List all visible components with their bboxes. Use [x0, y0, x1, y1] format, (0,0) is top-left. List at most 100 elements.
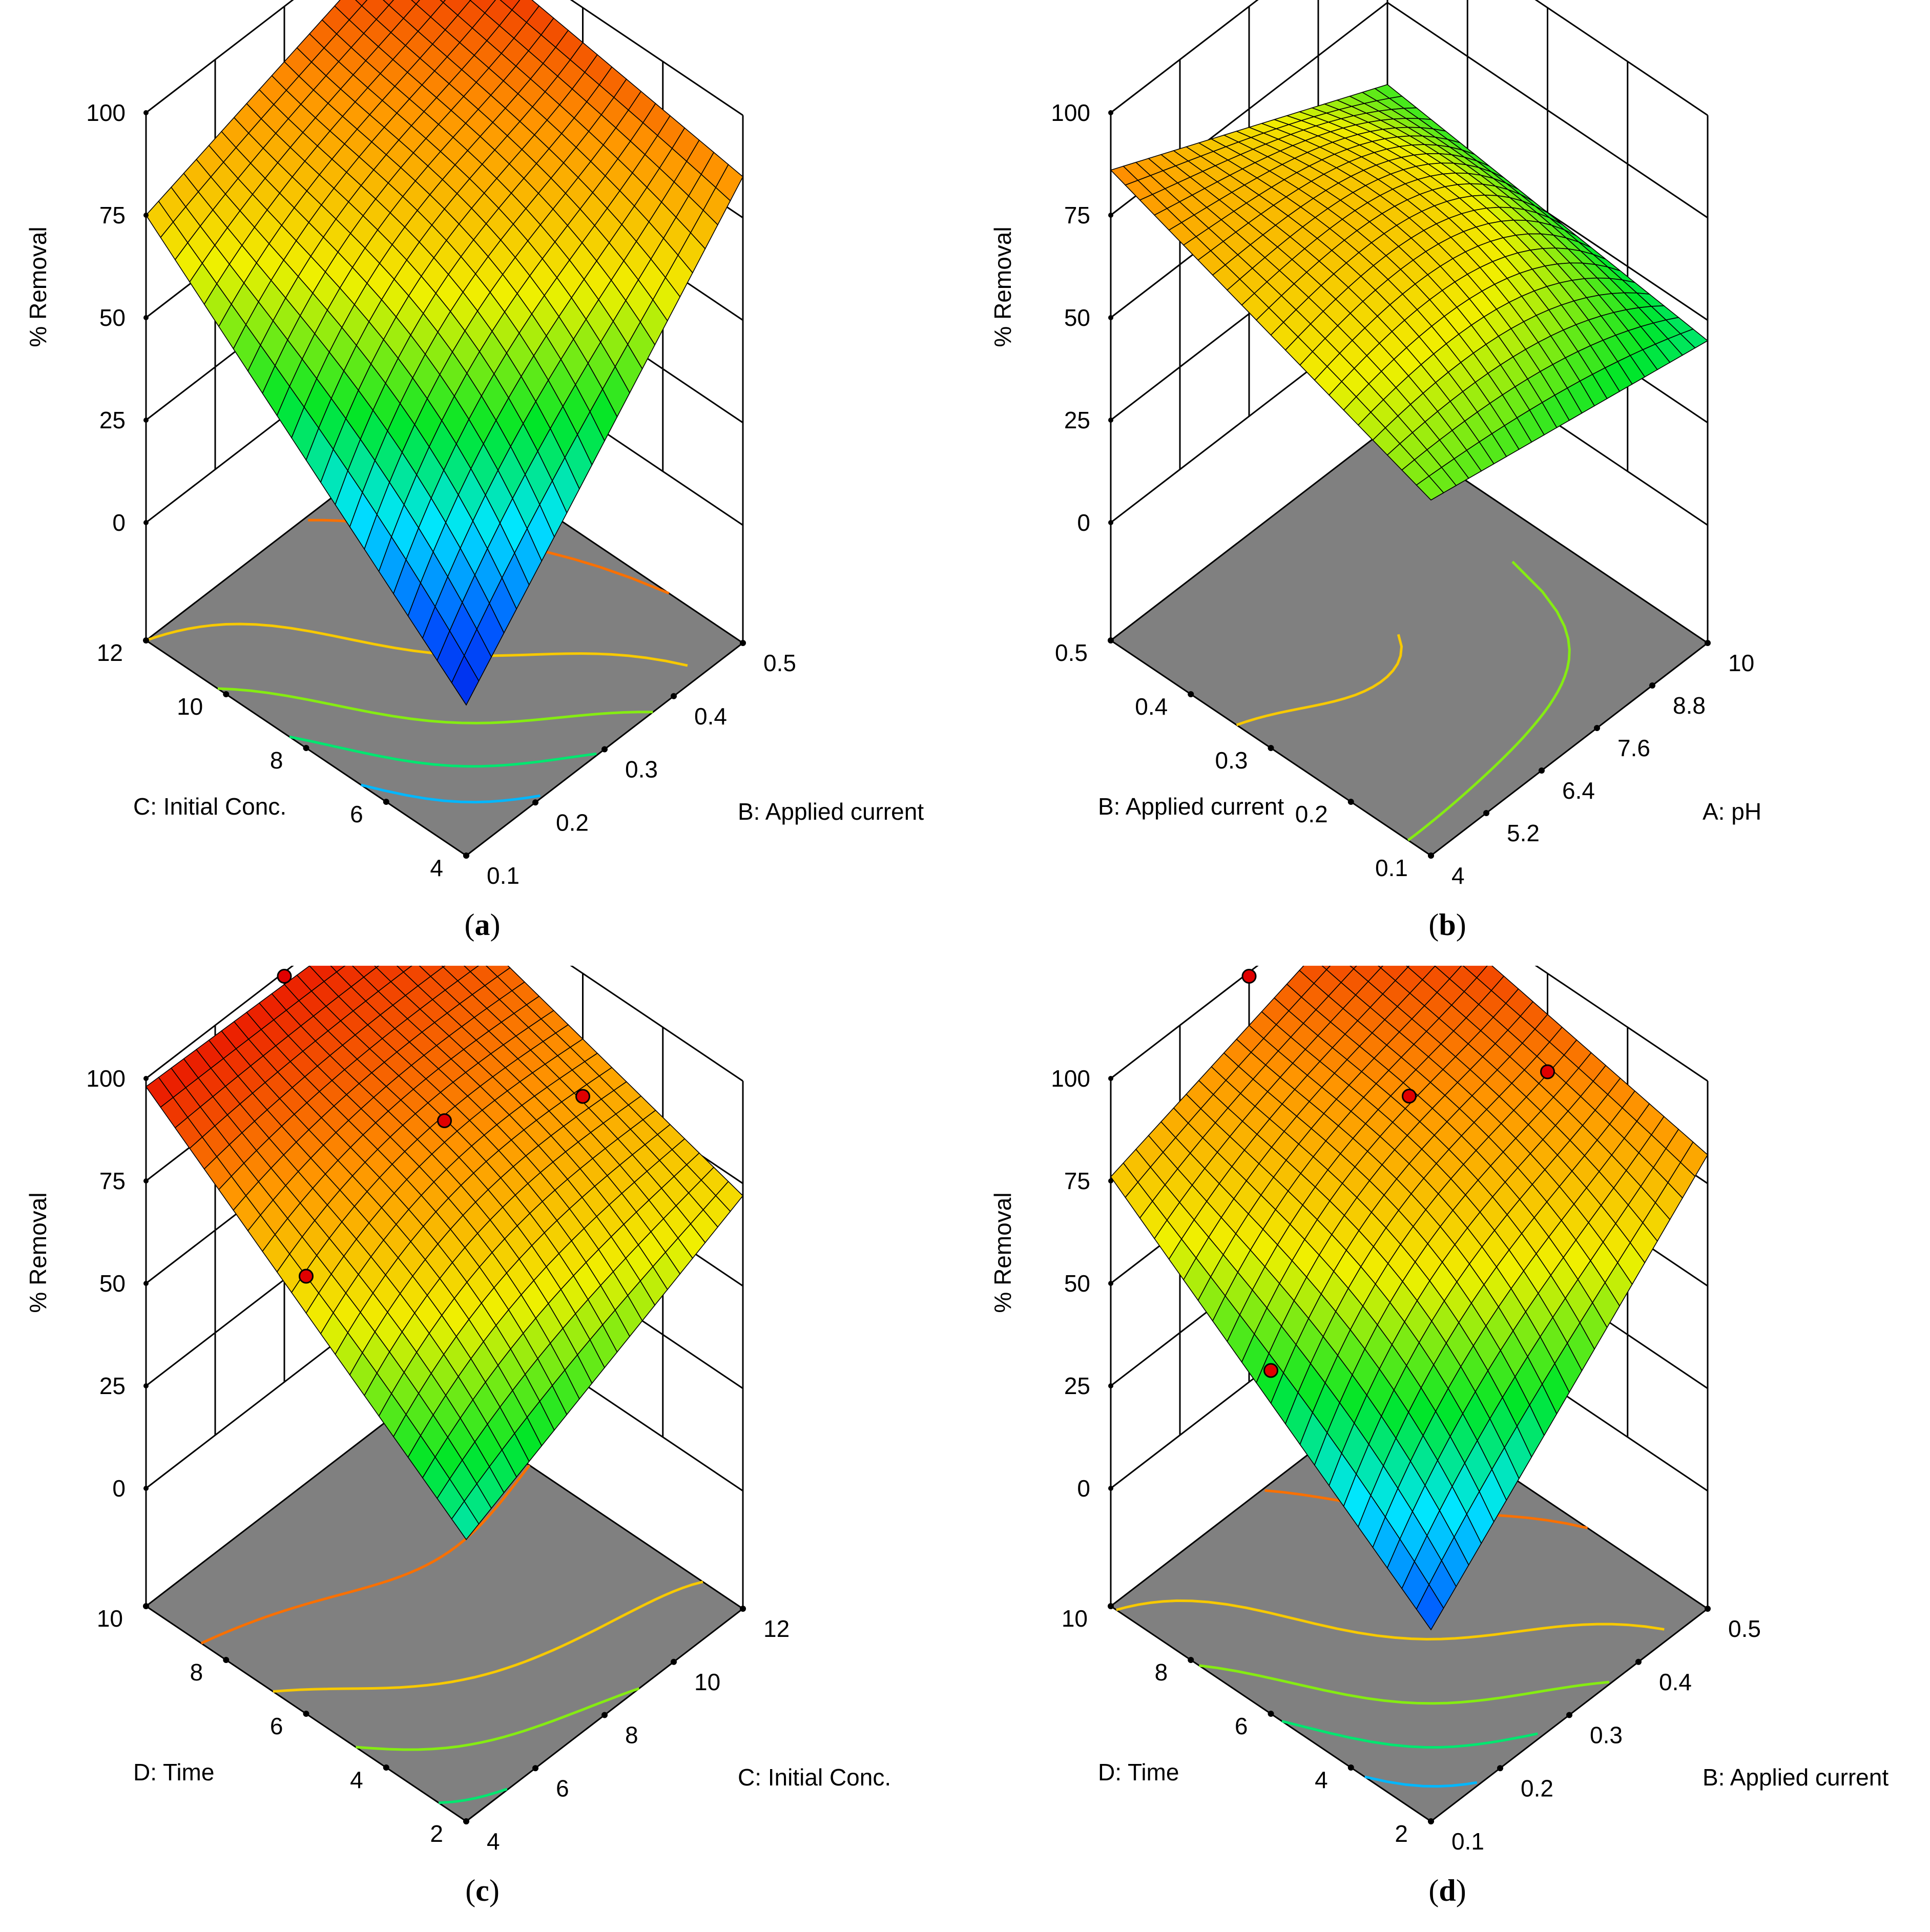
x-tick-mark — [1428, 1818, 1434, 1824]
x-tick-label: 8 — [625, 1722, 638, 1749]
z-tick-mark — [1108, 1486, 1113, 1491]
contour-line — [217, 687, 653, 724]
y-tick-mark — [303, 745, 309, 751]
z-tick-label: 100 — [86, 99, 126, 126]
x-tick-label: 0.3 — [625, 756, 658, 783]
response-surface — [145, 966, 744, 1541]
z-tick-label: 50 — [99, 304, 126, 331]
x-tick-mark — [1594, 725, 1600, 731]
response-surface — [1110, 84, 1709, 501]
contour-line — [1281, 1720, 1538, 1749]
z-tick-mark — [1108, 1076, 1113, 1081]
x-tick-mark — [1705, 640, 1711, 646]
contour-line — [273, 1581, 703, 1693]
y-axis: 2 4 6 8 10 D: Time — [97, 1603, 469, 1847]
x-tick-mark — [601, 746, 608, 753]
z-axis-label: % Removal — [989, 1192, 1016, 1313]
y-tick-mark — [1268, 745, 1274, 751]
surface-cell — [330, 966, 346, 973]
z-tick-mark — [1108, 1383, 1113, 1388]
z-axis-label: % Removal — [25, 226, 51, 347]
contour-line — [361, 783, 541, 804]
contour-line — [146, 622, 688, 667]
z-tick-label: 50 — [99, 1270, 126, 1297]
x-tick-label: 6 — [556, 1775, 569, 1801]
x-tick-mark — [1705, 1606, 1711, 1612]
response-surface — [145, 0, 744, 706]
y-axis-label: B: Applied current — [1098, 793, 1284, 820]
y-tick-mark — [223, 1657, 230, 1663]
y-tick-mark — [1188, 1657, 1194, 1663]
x-tick-label: 0.2 — [556, 809, 589, 836]
floor-contours — [1236, 560, 1571, 841]
panel-label: (c) — [465, 1874, 500, 1907]
y-tick-label: 8 — [1155, 1659, 1168, 1686]
z-tick-label: 0 — [1077, 1475, 1090, 1502]
x-axis: 4 5.2 6.4 7.6 8.8 10 A: pH — [1428, 640, 1761, 889]
z-tick-mark — [1108, 1178, 1113, 1183]
x-axis: 0.1 0.2 0.3 0.4 0.5 B: Applied current — [463, 640, 924, 889]
z-tick-mark — [143, 1178, 149, 1183]
design-point — [437, 1113, 452, 1128]
z-gridline — [1110, 966, 1708, 1082]
y-tick-mark — [223, 691, 230, 697]
surface-cell — [451, 1500, 480, 1541]
contour-floor — [1109, 427, 1709, 857]
contour-line — [289, 735, 597, 768]
y-tick-label: 6 — [270, 1713, 283, 1739]
y-axis: 0.1 0.2 0.3 0.4 0.5 B: Applied current — [1055, 637, 1434, 881]
y-tick-label: 0.4 — [1135, 693, 1168, 720]
y-tick-label: 0.1 — [1375, 855, 1408, 881]
surface-cell — [1416, 1584, 1444, 1631]
x-tick-label: 10 — [694, 1669, 720, 1695]
surface-cell — [1321, 966, 1331, 970]
x-tick-label: 0.1 — [487, 862, 520, 889]
z-tick-mark — [143, 1383, 149, 1388]
z-tick-mark — [1108, 213, 1113, 218]
y-axis: 2 4 6 8 10 D: Time — [1062, 1603, 1434, 1847]
x-tick-label: 12 — [763, 1615, 790, 1642]
contour-line — [1407, 560, 1571, 841]
x-tick-label: 0.5 — [1728, 1615, 1761, 1642]
surface-cell — [1416, 475, 1444, 501]
x-tick-mark — [1649, 682, 1655, 689]
x-tick-label: 0.5 — [763, 650, 796, 676]
surface-cell — [1350, 966, 1357, 970]
z-axis: 0 25 50 75 100 % Removal — [989, 1065, 1113, 1502]
z-tick-mark — [1108, 418, 1113, 423]
z-axis: 0 25 50 75 100 % Removal — [989, 99, 1113, 536]
design-point — [299, 1269, 314, 1284]
z-tick-label: 25 — [1064, 407, 1090, 433]
y-tick-label: 12 — [97, 639, 123, 666]
x-axis-label: C: Initial Conc. — [738, 1764, 891, 1791]
panel-c-surface-plot: 0 25 50 75 100 % Removal 2 4 6 8 10 D: Time 4 6 8 10 12 C… — [25, 966, 891, 1907]
contour-line — [1199, 1664, 1610, 1705]
z-tick-mark — [143, 1281, 149, 1286]
y-axis-label: C: Initial Conc. — [133, 793, 286, 820]
x-tick-mark — [1539, 767, 1545, 774]
z-tick-label: 100 — [1051, 99, 1090, 126]
z-tick-label: 25 — [99, 407, 126, 433]
x-tick-label: 6.4 — [1562, 777, 1595, 804]
y-tick-label: 4 — [430, 855, 443, 881]
z-tick-label: 25 — [1064, 1373, 1090, 1399]
z-axis: 0 25 50 75 100 % Removal — [25, 1065, 149, 1502]
x-tick-mark — [1483, 810, 1489, 816]
y-tick-label: 4 — [1315, 1767, 1328, 1793]
x-axis-label: B: Applied current — [738, 798, 924, 825]
y-tick-mark — [1347, 1764, 1354, 1771]
z-tick-label: 75 — [99, 202, 126, 228]
x-tick-mark — [1497, 1765, 1503, 1772]
x-tick-label: 10 — [1728, 650, 1754, 676]
z-axis-label: % Removal — [25, 1192, 51, 1313]
z-tick-label: 75 — [1064, 202, 1090, 228]
z-tick-label: 50 — [1064, 1270, 1090, 1297]
z-tick-mark — [143, 520, 149, 525]
x-tick-label: 8.8 — [1673, 692, 1706, 719]
z-gridline — [146, 966, 743, 1082]
z-tick-label: 50 — [1064, 304, 1090, 331]
z-tick-label: 0 — [112, 509, 126, 536]
x-tick-mark — [671, 1658, 677, 1665]
